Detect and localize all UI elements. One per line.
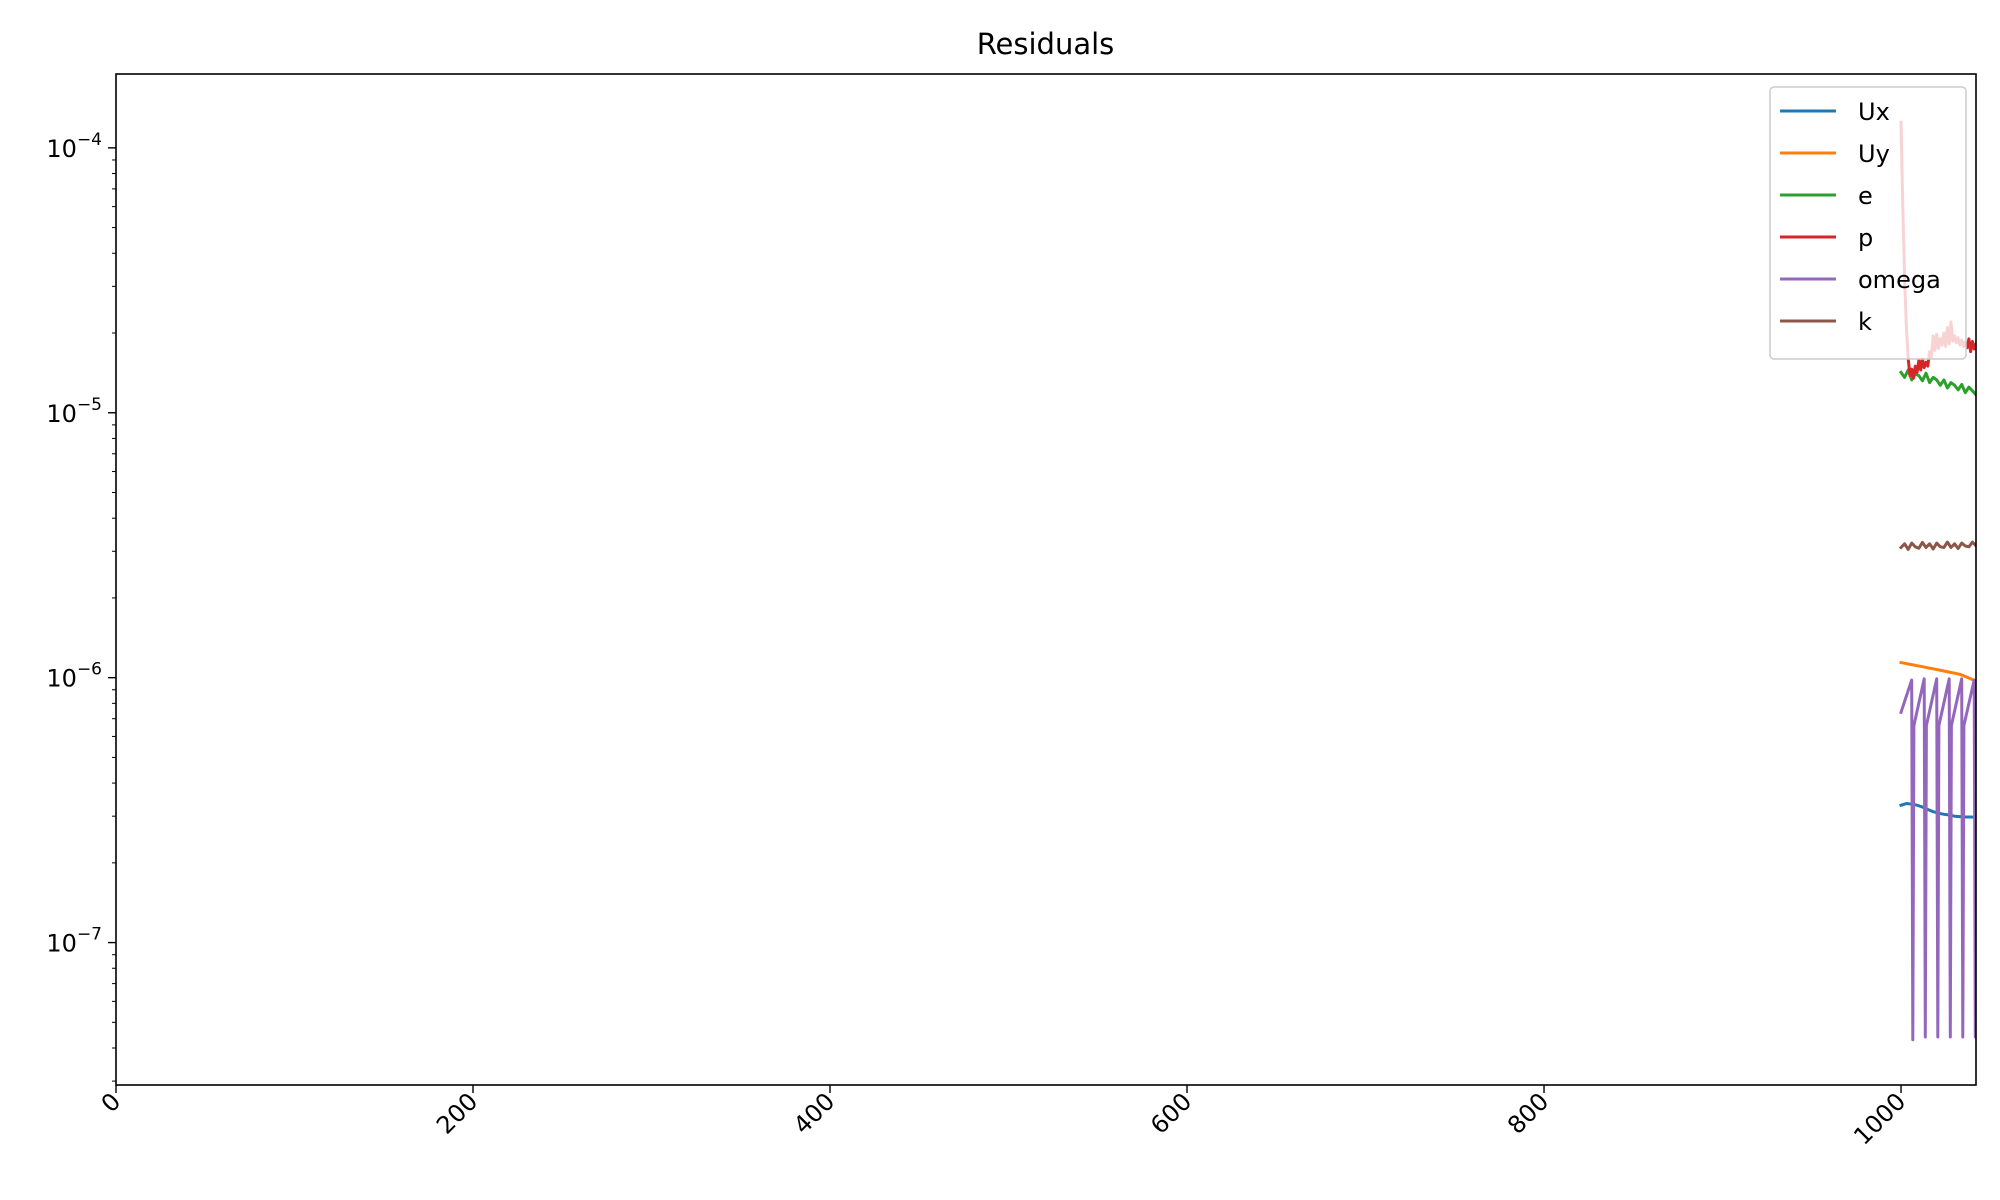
y-tick-label: 10−4 <box>46 130 102 163</box>
y-tick-base: 10 <box>46 665 77 693</box>
series-line-k <box>1898 540 1976 551</box>
y-tick-base: 10 <box>46 400 77 428</box>
series-line-Uy <box>1899 660 1976 683</box>
y-axis-ticks: 10−410−510−610−7 <box>46 130 116 958</box>
y-tick-exponent: −7 <box>77 925 102 945</box>
legend-label-e: e <box>1858 182 1873 210</box>
y-tick-label: 10−7 <box>46 925 102 958</box>
legend-label-p: p <box>1858 224 1873 252</box>
legend-label-k: k <box>1858 308 1872 336</box>
series-line-omega <box>1899 677 1976 1042</box>
y-tick-label: 10−6 <box>46 660 102 693</box>
legend-label-Uy: Uy <box>1858 140 1890 168</box>
y-tick-exponent: −5 <box>77 395 102 415</box>
legend: Ux Uy ep omega k <box>1769 86 1967 360</box>
legend-label-omega: omega <box>1858 266 1941 294</box>
legend-label-Ux: Ux <box>1858 98 1890 126</box>
y-tick-base: 10 <box>46 930 77 958</box>
y-tick-exponent: −4 <box>77 130 102 150</box>
chart-title: Residuals <box>977 27 1115 61</box>
legend-box <box>1769 86 1967 360</box>
y-tick-base: 10 <box>46 135 77 163</box>
y-tick-label: 10−5 <box>46 395 102 428</box>
plot-area-frame <box>115 73 1977 1086</box>
y-tick-exponent: −6 <box>77 660 102 680</box>
